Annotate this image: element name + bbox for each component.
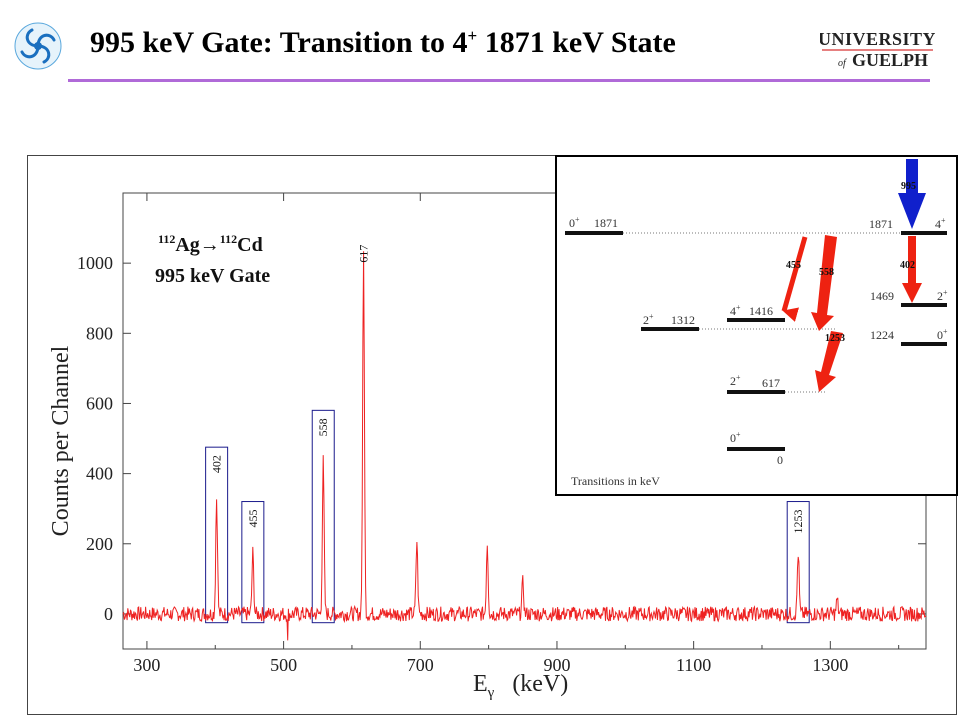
svg-text:of: of: [838, 58, 847, 69]
spectrum-trace: [122, 251, 927, 641]
transition-label-1253: 1253: [825, 333, 845, 344]
gamma-spectrum-chart: 300 500 700 900 1100 1300 0 200 400 600 800 1000 40…: [48, 192, 927, 701]
level-energy-1469: 1469: [870, 289, 894, 303]
level-label-2plus: 2+: [937, 288, 948, 303]
x-tick-label: 300: [133, 655, 160, 675]
transition-arrow-455: [781, 236, 808, 322]
level-label-2plus: 2+: [643, 312, 654, 327]
peak-label: 402: [210, 455, 224, 473]
level-energy-1871-right: 1871: [869, 217, 893, 231]
peak-label: 455: [246, 510, 260, 528]
level-energy-617: 617: [762, 376, 780, 390]
level-energy-1871-left: 1871: [594, 216, 618, 230]
transition-arrow-558: [811, 235, 837, 331]
svg-text:UNIVERSITY: UNIVERSITY: [820, 29, 935, 49]
transition-arrow-402: [902, 236, 922, 303]
gate-arrow-995: [898, 159, 926, 229]
transition-arrow-1253: [815, 331, 843, 392]
y-axis-label: Counts per Channel: [48, 345, 74, 536]
reaction-annotation: 112Ag→112Cd: [158, 232, 263, 256]
svg-text:GUELPH: GUELPH: [852, 50, 928, 70]
x-tick-label: 500: [270, 655, 297, 675]
peak-label-box: [311, 409, 335, 624]
x-tick-label: 1300: [812, 655, 848, 675]
level-scheme-inset: 0+ 1871 2+ 1312 4+ 1416 2+ 617 0+ 0 1871…: [555, 155, 958, 496]
peak-label-box: [241, 501, 265, 624]
level-label-0plus: 0+: [730, 430, 741, 445]
level-energy-1416: 1416: [749, 304, 773, 318]
peak-label: 558: [316, 418, 330, 436]
transitions-footer: Transitions in keV: [571, 474, 660, 488]
transition-label-455: 455: [786, 260, 801, 271]
slide-title: 995 keV Gate: Transition to 4+ 1871 keV …: [90, 26, 676, 59]
level-label-4plus: 4+: [935, 216, 946, 231]
x-tick-label: 700: [407, 655, 434, 675]
y-tick-label: 600: [86, 393, 113, 413]
gate-annotation: 995 keV Gate: [155, 265, 270, 287]
peak-label-box: [786, 501, 810, 624]
x-tick-label: 900: [543, 655, 570, 675]
y-tick-label: 800: [86, 323, 113, 343]
level-energy-1312: 1312: [671, 313, 695, 327]
x-tick-label: 1100: [676, 655, 711, 675]
y-tick-label: 1000: [77, 253, 113, 273]
peak-label: 617: [357, 245, 371, 263]
university-logo: UNIVERSITY of GUELPH: [820, 29, 935, 70]
level-energy-0: 0: [777, 453, 783, 467]
x-axis-label: Eγ (keV): [473, 671, 568, 701]
level-label-4plus: 4+: [730, 303, 741, 318]
transition-label-995: 995: [901, 181, 916, 192]
level-label-0plus: 0+: [569, 215, 580, 230]
level-scheme-diagram: 0+ 1871 2+ 1312 4+ 1416 2+ 617 0+ 0 1871…: [565, 159, 948, 488]
peak-label-box: [205, 446, 229, 624]
y-tick-label: 200: [86, 534, 113, 554]
peak-label: 1253: [791, 510, 805, 534]
swirl-logo-icon: [14, 22, 62, 70]
title-divider: [68, 79, 930, 82]
level-label-0plus: 0+: [937, 327, 948, 342]
level-label-2plus: 2+: [730, 373, 741, 388]
transition-label-402: 402: [900, 260, 915, 271]
y-tick-label: 400: [86, 464, 113, 484]
y-tick-label: 0: [104, 604, 113, 624]
transition-label-558: 558: [819, 267, 834, 278]
level-energy-1224: 1224: [870, 328, 894, 342]
